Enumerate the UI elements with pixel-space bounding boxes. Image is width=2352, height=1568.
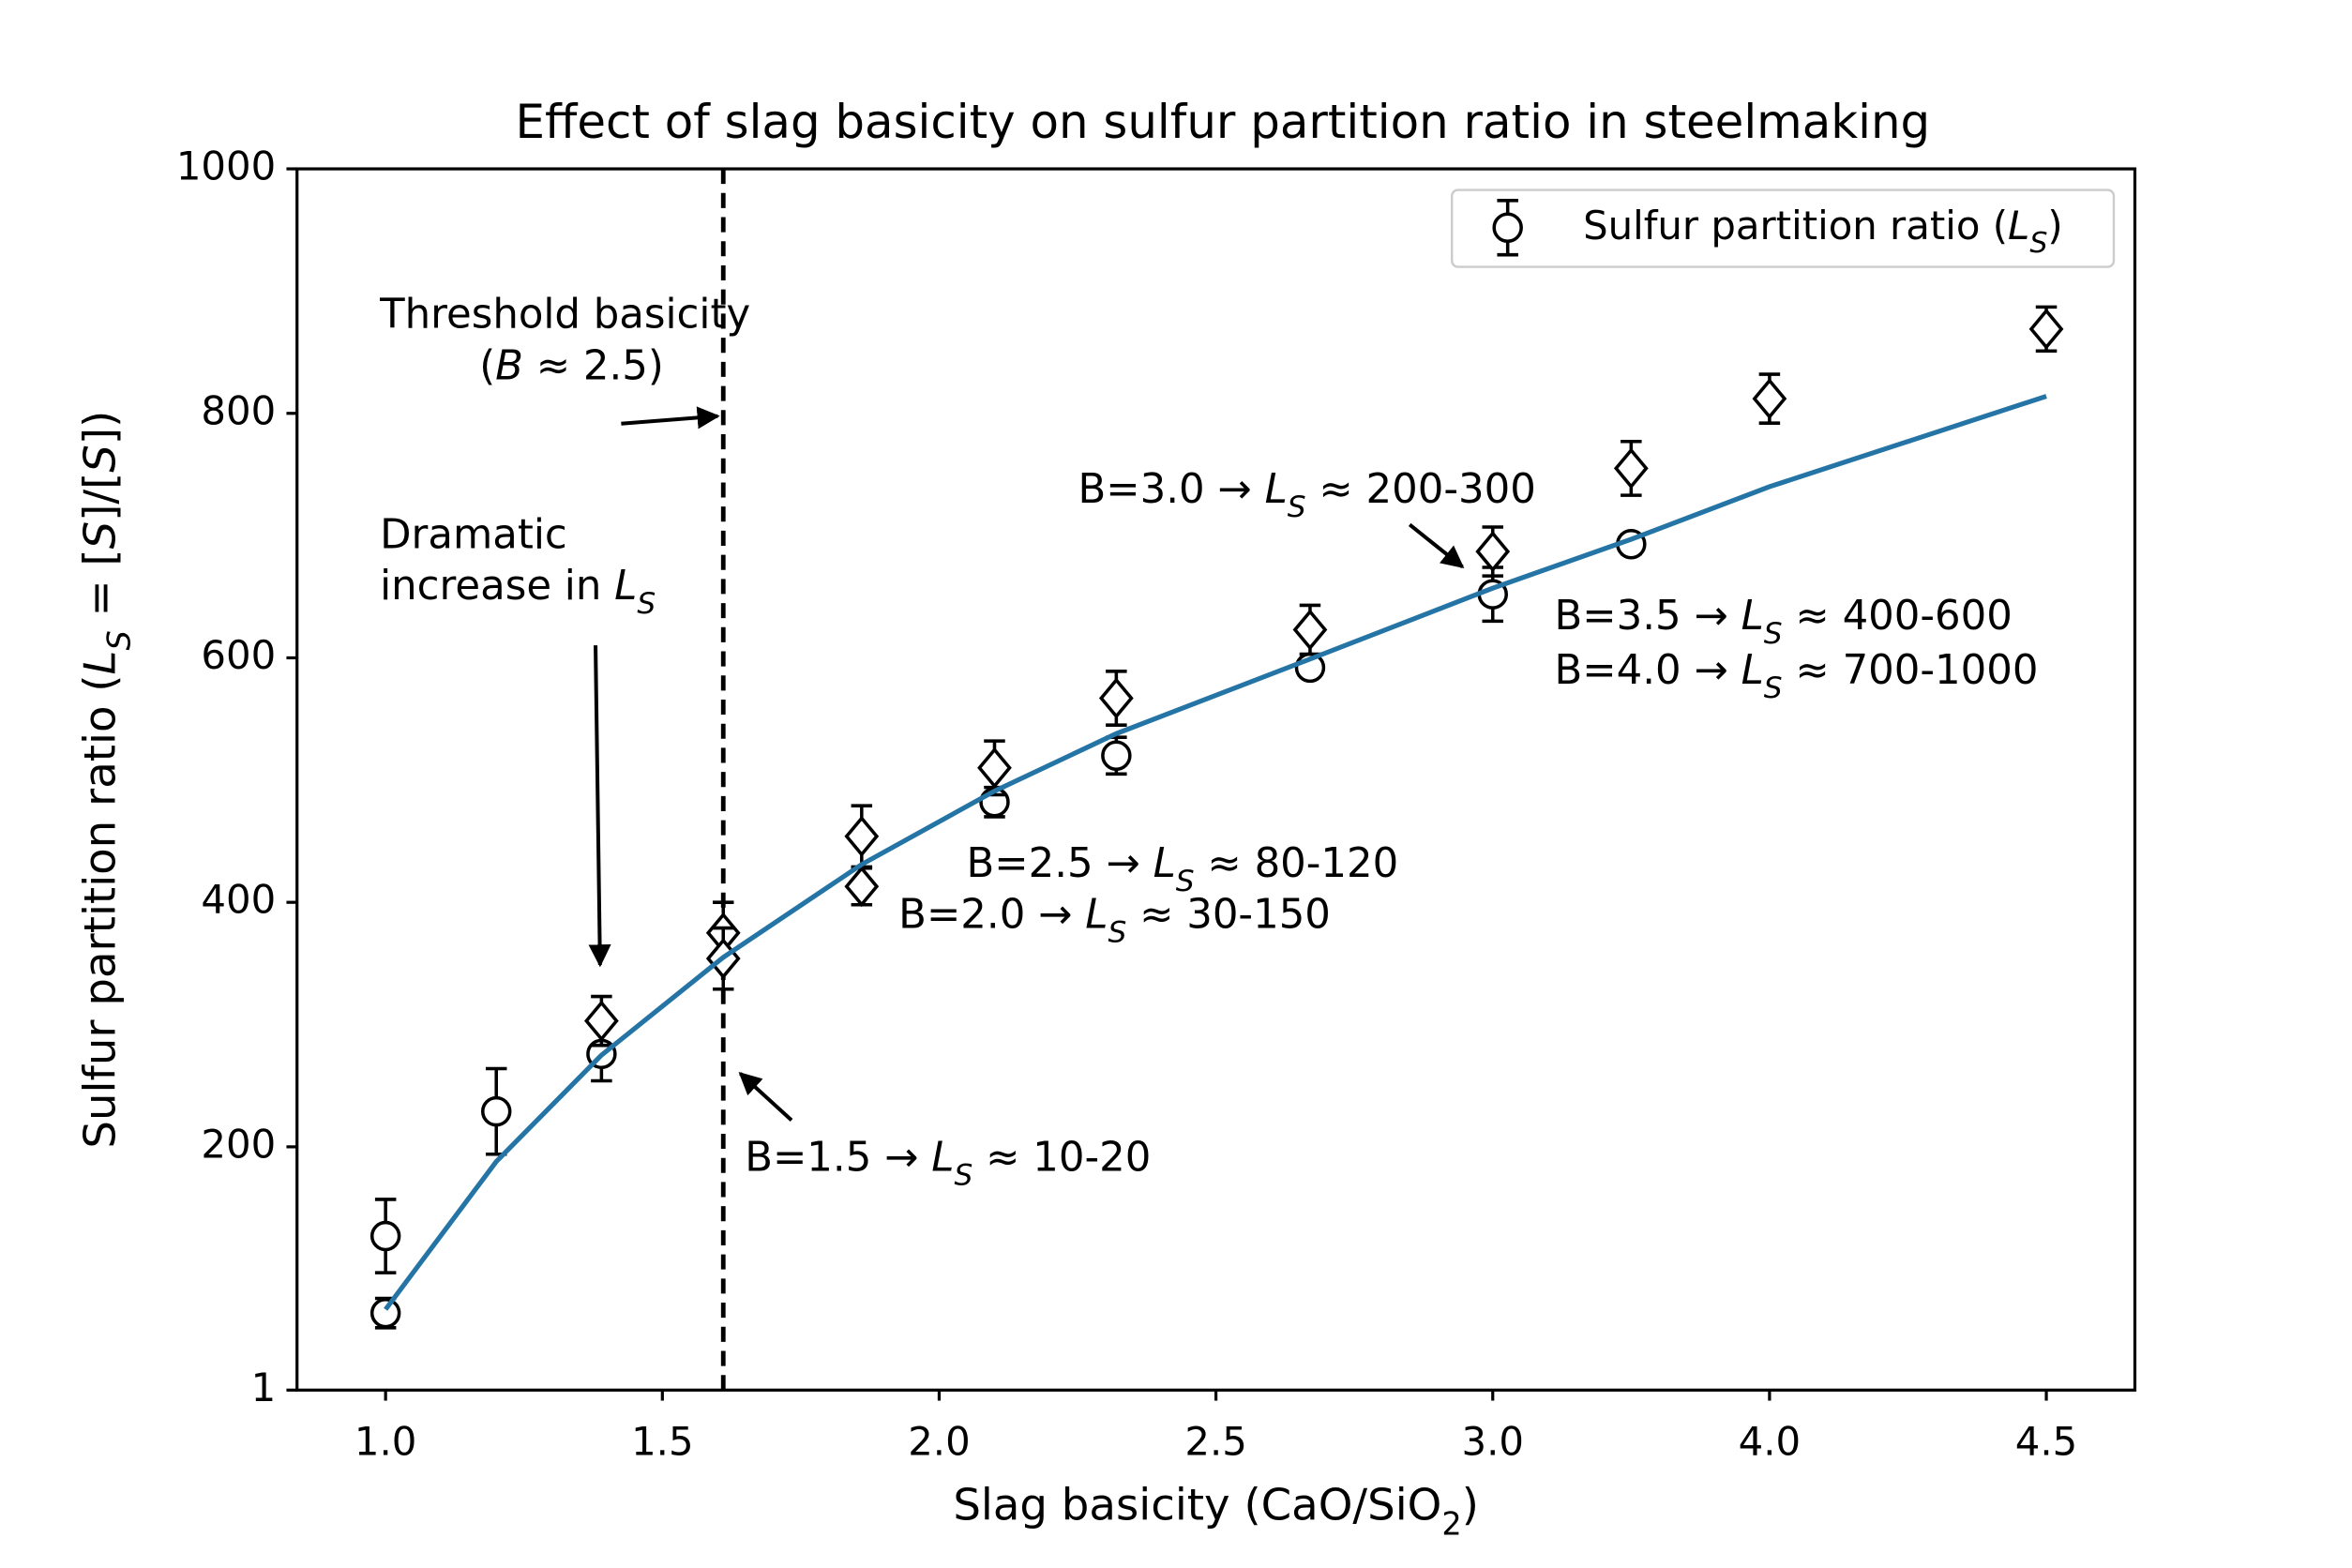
text-part: Dramatic [380,511,567,558]
y-tick-label: 200 [201,1121,276,1167]
x-axis-label: Slag basicity (CaO/SiO2) [953,1479,1479,1543]
text-part: B=2.0 → [898,891,1085,938]
text-part: Slag basicity (CaO/SiO [953,1479,1441,1530]
diamond-marker [1613,447,1649,490]
arrow [738,1072,793,1123]
text-part: 2 [1441,1506,1461,1543]
annotation: B=2.5 → LS ≈ 80-120 [967,839,1399,898]
diamond-marker [1475,531,1511,573]
annotation: B=4.0 → LS ≈ 700-1000 [1555,647,2039,706]
annotation: B=3.0 → LS ≈ 200-300 [1078,466,1536,524]
text-part: ≈ 80-120 [1195,839,1399,886]
x-tick-label: 2.0 [908,1419,970,1465]
annotation: Dramatic [380,511,567,558]
text-part: S [74,521,125,550]
arrow [1408,522,1465,569]
text-part: S [1288,490,1306,524]
x-tick-label: 3.0 [1462,1419,1524,1465]
text-part: L [74,651,125,675]
arrows [588,406,1465,1123]
text-part: S [1764,617,1783,651]
annotation: increase in LS [380,563,656,622]
text-part: L [614,563,637,610]
text-part: S [2029,227,2047,260]
diamond-marker [1292,609,1328,651]
diamond-marker [844,866,880,908]
diamond-marker [583,1000,619,1042]
arrow [588,645,611,968]
text-part: S [100,630,137,650]
fit-line [384,394,2047,1311]
text-part: L [1741,593,1764,640]
text-part: B=4.0 → [1555,647,1741,694]
text-part: ]) [74,411,125,445]
diamond-marker [844,815,880,857]
chart-title: Effect of slag basicity on sulfur partit… [516,95,1931,149]
legend-label: Sulfur partition ratio (LS) [1583,202,2063,259]
x-tick-label: 4.0 [1739,1419,1801,1465]
text-part: L [931,1134,954,1181]
annotation: Threshold basicity [379,291,750,338]
arrow [621,406,720,430]
text-part: B=3.5 → [1555,593,1741,640]
legend-box [1451,188,2116,268]
annotation: B=3.5 → LS ≈ 400-600 [1555,593,2013,652]
text-part: ≈ 30-150 [1126,891,1331,938]
diamond-marker [1752,378,1787,420]
text-part: S [74,445,125,473]
x-tick-label: 1.5 [631,1419,693,1465]
y-tick-label: 600 [201,632,276,678]
text-part: Sulfur partition ratio ( [1583,202,2008,248]
text-part: ]/[ [74,473,125,521]
legend-marker [1492,212,1523,243]
text-part: ≈ 700-1000 [1783,647,2039,694]
text-part: increase in [380,563,614,610]
text-part: ≈ 400-600 [1783,593,2013,640]
text-part: L [1741,647,1764,694]
text-part: S [1108,915,1126,949]
text-part: B=1.5 → [745,1134,931,1181]
text-part: ) [1462,1479,1479,1530]
circle-marker [480,1095,512,1127]
y-tick-label: 1000 [176,143,276,189]
text-part: ≈ 10-20 [972,1134,1151,1181]
text-part: S [954,1158,972,1192]
text-part: ≈ 2.5) [523,342,664,389]
text-part: S [1764,671,1783,705]
annotation: (B ≈ 2.5) [479,342,664,389]
circle-marker [1101,740,1132,771]
text-part: B=2.5 → [967,839,1153,886]
text-part: Threshold basicity [379,291,750,338]
diamond-marker [2028,308,2064,350]
text-part: L [1085,891,1108,938]
text-part: B=3.0 → [1078,466,1265,513]
x-tick-label: 1.0 [354,1419,416,1465]
text-part: ) [2047,202,2062,248]
text-part: S [637,587,656,621]
text-part: L [1153,839,1176,886]
text-part: = [ [74,549,125,630]
annotation: B=2.0 → LS ≈ 30-150 [898,891,1331,949]
y-tick-label: 800 [201,387,276,433]
circle-marker [369,1220,401,1252]
text-part: ≈ 200-300 [1306,466,1536,513]
annotation: B=1.5 → LS ≈ 10-20 [745,1134,1151,1193]
circle-marker [369,1297,401,1329]
text-part: ( [479,342,495,389]
text-part: B [495,342,523,389]
text-part: L [2008,202,2029,248]
text-part: S [1176,865,1195,898]
x-tick-label: 4.5 [2015,1419,2077,1465]
x-tick-label: 2.5 [1184,1419,1246,1465]
diamond-marker [1098,677,1134,719]
y-axis-label: Sulfur partition ratio (LS = [S]/[S]) [74,411,137,1149]
text-part: L [1265,466,1288,513]
y-tick-label: 400 [201,877,276,923]
y-tick-label: 1 [251,1364,277,1410]
text-part: Sulfur partition ratio ( [74,675,125,1149]
diamond-marker [977,746,1012,789]
